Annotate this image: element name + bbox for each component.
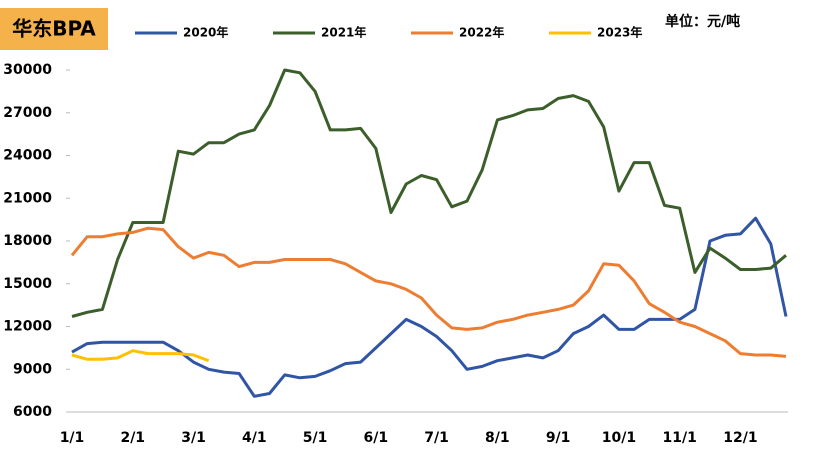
title-box	[0, 8, 108, 50]
y-tick-label: 6000	[13, 404, 52, 420]
y-tick-label: 12000	[3, 319, 52, 335]
x-tick-label: 9/1	[546, 430, 571, 446]
y-tick-label: 21000	[3, 190, 52, 206]
x-tick-label: 3/1	[181, 430, 206, 446]
x-tick-label: 10/1	[602, 430, 636, 446]
legend-label: 2023年	[597, 25, 642, 40]
x-tick-label: 2/1	[120, 430, 145, 446]
y-tick-label: 9000	[13, 361, 52, 377]
y-tick-label: 15000	[3, 276, 52, 292]
legend-label: 2020年	[183, 25, 228, 40]
y-tick-label: 30000	[3, 62, 52, 78]
x-tick-label: 11/1	[662, 430, 696, 446]
x-tick-label: 7/1	[424, 430, 449, 446]
unit-label: 单位：元/吨	[665, 13, 740, 30]
y-tick-label: 24000	[3, 148, 52, 164]
series-line	[71, 349, 210, 363]
x-tick-label: 12/1	[723, 430, 757, 446]
series-line	[70, 226, 787, 358]
x-tick-label: 6/1	[364, 430, 389, 446]
x-tick-label: 4/1	[242, 430, 267, 446]
x-tick-label: 1/1	[60, 430, 85, 446]
y-tick-label: 27000	[3, 105, 52, 121]
legend: 2020年 2021年 2022年 2023年	[135, 25, 642, 40]
legend-label: 2021年	[321, 25, 366, 40]
legend-label: 2022年	[459, 25, 504, 40]
x-tick-label: 5/1	[303, 430, 328, 446]
chart-title: 华东BPA	[12, 17, 96, 41]
y-tick-label: 18000	[3, 233, 52, 249]
series-line	[71, 68, 787, 318]
x-tick-label: 8/1	[485, 430, 510, 446]
series-line	[71, 216, 788, 398]
